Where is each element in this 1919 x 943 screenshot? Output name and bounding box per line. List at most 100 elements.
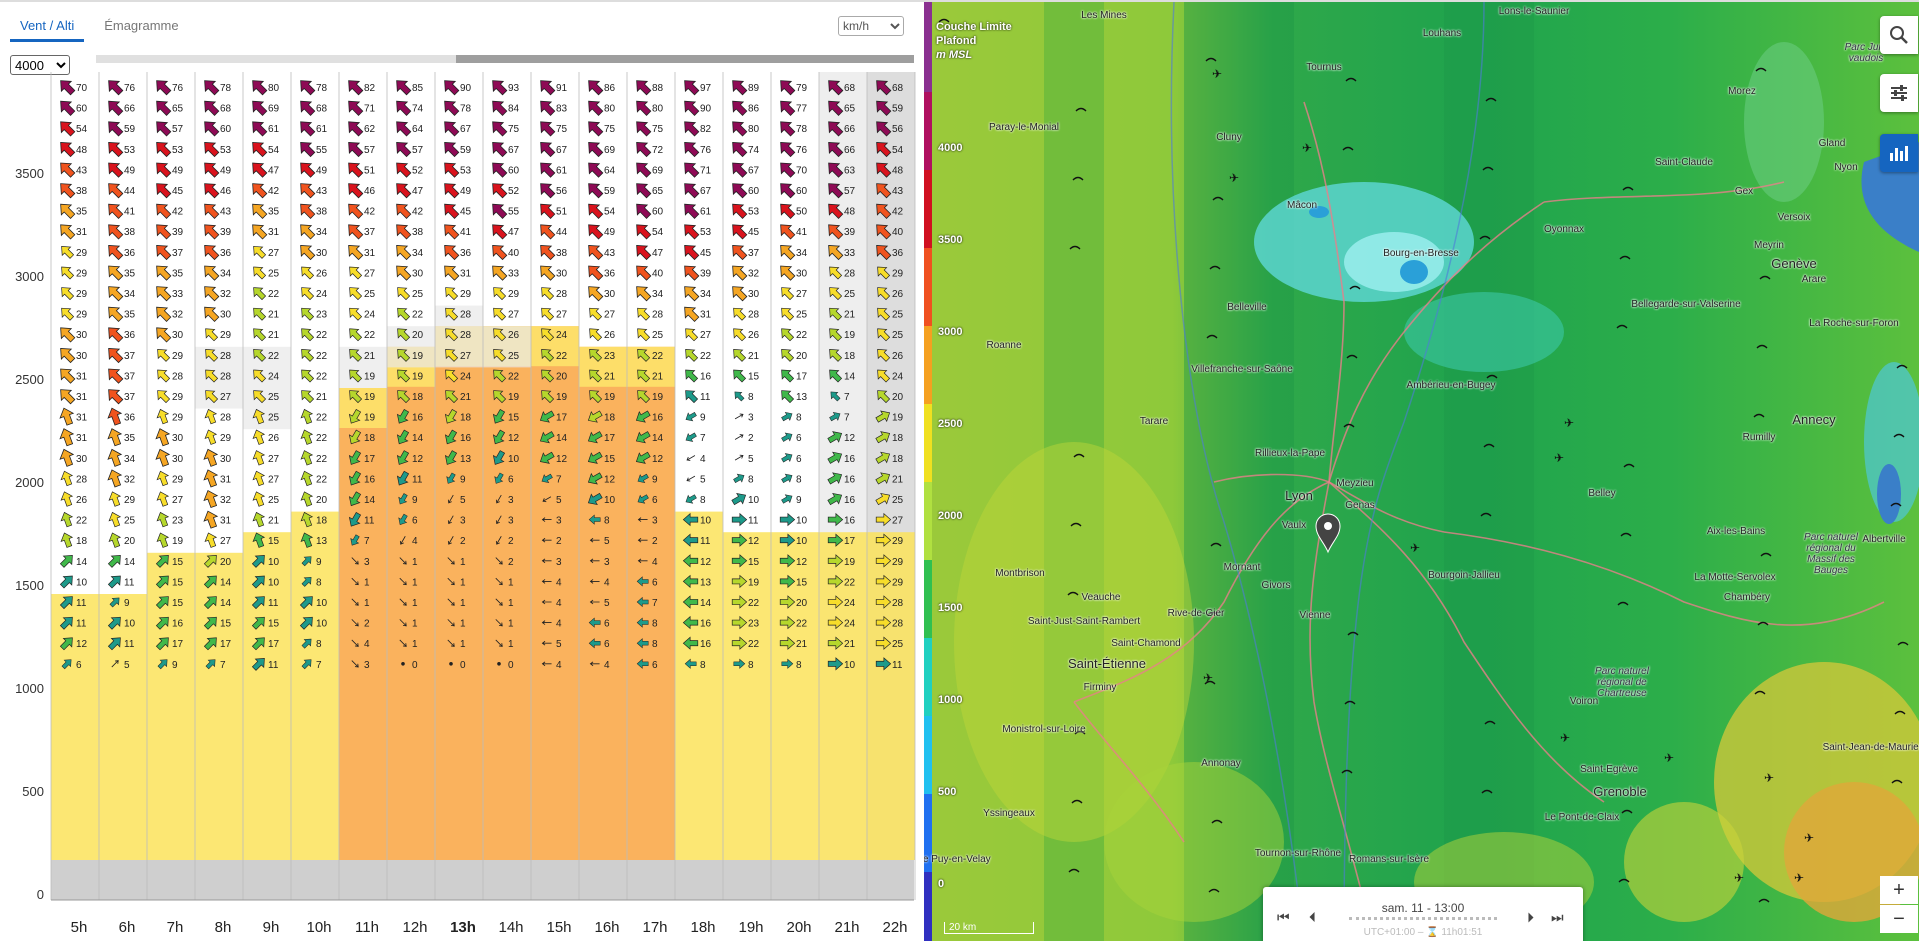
hour-label[interactable]: 16h [594, 919, 619, 936]
unit-select[interactable]: km/h [838, 16, 904, 36]
wind-speed: 34 [124, 454, 136, 465]
hour-label[interactable]: 8h [215, 919, 232, 936]
takeoff-icon [1619, 255, 1631, 260]
wind-arrow [349, 328, 363, 342]
city-label: Tournus [1306, 62, 1342, 73]
hour-label[interactable]: 5h [71, 919, 88, 936]
time-slider[interactable] [1349, 917, 1497, 923]
hour-label[interactable]: 14h [498, 919, 523, 936]
hour-label[interactable]: 15h [546, 919, 571, 936]
settings-button[interactable] [1880, 74, 1918, 112]
wind-arrow [301, 287, 315, 301]
hour-label[interactable]: 10h [306, 919, 331, 936]
wind-speed: 22 [316, 330, 328, 341]
wind-speed: 15 [268, 619, 280, 630]
wind-speed: 42 [364, 207, 376, 218]
hour-label[interactable]: 9h [263, 919, 280, 936]
takeoff-icon [1072, 176, 1084, 181]
wind-arrow [636, 576, 649, 587]
boundary-layer-map[interactable]: ✈✈✈✈✈✈✈✈✈✈✈✈✈✈ [924, 2, 1919, 941]
wind-arrow [875, 574, 892, 589]
wind-speed: 20 [124, 536, 136, 547]
wind-speed: 6 [76, 660, 82, 671]
wind-speed: 30 [220, 454, 232, 465]
wind-speed: 16 [844, 474, 856, 485]
wind-speed: 67 [508, 145, 520, 156]
wind-arrow [636, 265, 652, 281]
wind-speed: 30 [796, 268, 808, 279]
wind-arrow [203, 555, 217, 568]
search-button[interactable] [1880, 16, 1918, 54]
hour-label[interactable]: 18h [690, 919, 715, 936]
wind-speed: 63 [844, 165, 856, 176]
wind-arrow [60, 224, 76, 240]
wind-speed: 8 [700, 495, 706, 506]
wind-speed: 61 [316, 124, 328, 135]
city-label: Tarare [1139, 416, 1169, 427]
wind-speed: 19 [364, 392, 376, 403]
hour-label[interactable]: 19h [738, 919, 763, 936]
wind-arrow [396, 183, 412, 199]
wind-speed: 49 [220, 165, 232, 176]
prev-button[interactable]: ⏴ [1309, 909, 1316, 925]
map-panel[interactable]: ✈✈✈✈✈✈✈✈✈✈✈✈✈✈ Lons-le-SaunierLouhansTou… [924, 0, 1919, 941]
tab-vent-alti[interactable]: Vent / Alti [10, 10, 85, 42]
wind-arrow [108, 265, 124, 281]
wind-arrow [399, 536, 406, 545]
takeoff-icon [1205, 57, 1217, 62]
wind-arrow [108, 286, 124, 302]
wind-speed: 78 [220, 83, 232, 94]
wind-speed: 36 [604, 268, 616, 279]
wind-speed: 19 [556, 392, 568, 403]
hour-label[interactable]: 12h [402, 919, 427, 936]
takeoff-icon [1481, 789, 1493, 794]
tab-emagramme[interactable]: Émagramme [104, 18, 179, 33]
takeoff-icon [938, 18, 950, 23]
next-button[interactable]: ⏵ [1527, 909, 1534, 925]
wind-speed: 31 [364, 248, 376, 259]
wind-arrow [251, 575, 265, 589]
takeoff-icon [1753, 413, 1765, 418]
wind-speed: 68 [220, 104, 232, 115]
zoom-in-button[interactable]: + [1880, 876, 1918, 904]
hour-label[interactable]: 17h [642, 919, 667, 936]
wind-speed: 51 [556, 207, 568, 218]
wind-speed: 35 [124, 433, 136, 444]
wind-speed: 30 [220, 310, 232, 321]
wind-arrow [732, 80, 748, 96]
takeoff-icon [1349, 285, 1361, 290]
city-label: Mâcon [1286, 200, 1318, 211]
wind-arrow [829, 287, 843, 301]
zoom-out-button[interactable]: − [1880, 905, 1918, 933]
hour-label[interactable]: 20h [786, 919, 811, 936]
wind-speed: 19 [508, 392, 520, 403]
hour-label[interactable]: 21h [834, 919, 859, 936]
cloud-top-bar [96, 55, 914, 63]
wind-arrow [685, 328, 699, 342]
wind-arrow [60, 327, 76, 343]
wind-speed: 29 [172, 392, 184, 403]
skip-last-button[interactable]: ⏭ [1551, 909, 1564, 925]
wind-arrow [447, 639, 455, 647]
takeoff-icon [1207, 611, 1219, 616]
city-label: Roanne [986, 340, 1022, 351]
wind-speed: 75 [508, 124, 520, 135]
location-pin-icon[interactable] [1315, 513, 1341, 554]
wind-arrow [348, 470, 362, 486]
hour-label[interactable]: 7h [167, 919, 184, 936]
chart-button[interactable] [1880, 134, 1918, 172]
wind-speed: 8 [796, 413, 802, 424]
wind-speed: 19 [748, 577, 760, 588]
wind-speed: 43 [220, 207, 232, 218]
skip-first-button[interactable]: ⏮ [1277, 909, 1290, 925]
wind-speed: 2 [364, 619, 370, 630]
hour-label[interactable]: 22h [882, 919, 907, 936]
hour-label[interactable]: 13h [450, 919, 476, 936]
hour-label[interactable]: 6h [119, 919, 136, 936]
altitude-select[interactable]: 4000 [10, 55, 70, 75]
wind-arrow [827, 657, 844, 671]
hour-label[interactable]: 11h [355, 919, 379, 936]
wind-speed: 29 [124, 495, 136, 506]
wind-arrow [444, 162, 460, 178]
wind-speed: 28 [652, 310, 664, 321]
